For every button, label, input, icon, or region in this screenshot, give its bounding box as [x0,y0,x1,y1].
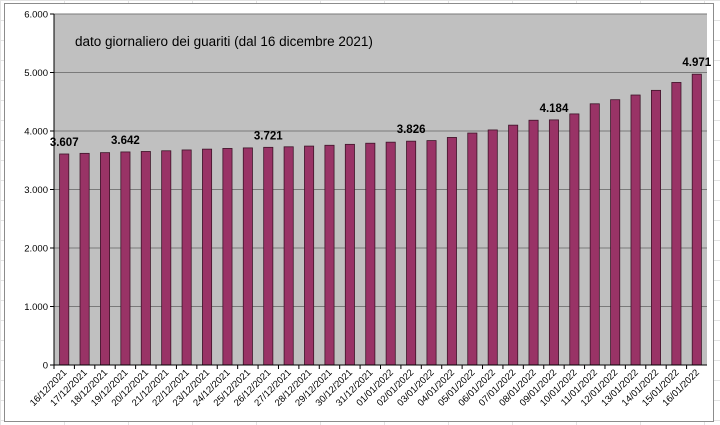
bar[interactable] [242,147,253,366]
y-tick-label: 5.000 [24,68,48,79]
bar[interactable] [548,119,559,366]
y-tick-label: 2.000 [24,244,48,255]
bar[interactable] [589,103,600,366]
bar[interactable] [365,142,376,366]
chart-title: dato giornaliero dei guariti (dal 16 dic… [75,34,373,49]
bar[interactable] [487,129,498,366]
bar[interactable] [344,143,355,366]
bar[interactable] [100,152,111,366]
bar[interactable] [161,150,172,366]
bar[interactable] [263,146,274,366]
bar[interactable] [59,153,70,366]
data-label: 3.826 [397,124,426,136]
bar[interactable] [120,151,131,366]
bar-chart: 0 1.000 2.000 3.000 4.000 5.000 6.000 16/12/20… [24,10,712,409]
y-tick-label: 3.000 [24,185,48,196]
bar[interactable] [691,73,702,366]
bar[interactable] [406,140,417,366]
bar[interactable] [650,89,661,366]
bar[interactable] [528,119,539,366]
bar[interactable] [140,151,151,366]
bar[interactable] [569,113,580,366]
bar[interactable] [324,144,335,366]
bar[interactable] [467,132,478,366]
bar[interactable] [222,148,233,366]
bar[interactable] [508,124,519,366]
bars [59,73,702,366]
bar[interactable] [426,140,437,366]
chart-area[interactable]: 0 1.000 2.000 3.000 4.000 5.000 6.000 16/12/20… [4,3,714,422]
bar[interactable] [385,141,396,366]
bar[interactable] [304,145,315,366]
y-tick-label: 4.000 [24,127,48,138]
bar[interactable] [610,99,621,366]
bar[interactable] [79,152,90,366]
data-labels: 3.607 3.642 3.721 3.826 4.184 4.971 [50,57,712,149]
bar[interactable] [202,148,213,366]
y-tick-label: 0 [43,361,48,372]
bar[interactable] [446,137,457,366]
data-label: 3.721 [254,130,283,142]
bar[interactable] [283,146,294,366]
data-label: 4.184 [540,103,569,115]
data-label: 3.642 [111,135,140,147]
data-label: 3.607 [50,137,79,149]
bar[interactable] [181,149,192,366]
x-axis-ticks: 16/12/202117/12/202118/12/202119/12/2021… [28,365,702,409]
bar[interactable] [671,82,682,366]
data-label: 4.971 [682,57,711,69]
y-tick-label: 1.000 [24,302,48,313]
y-tick-label: 6.000 [24,10,48,21]
bar[interactable] [630,94,641,366]
